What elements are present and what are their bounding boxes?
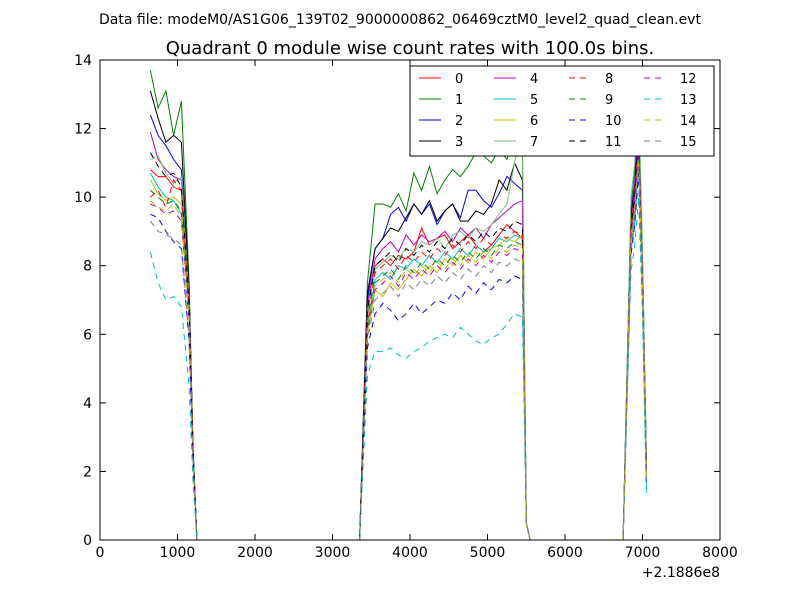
- legend-label-10: 10: [605, 114, 622, 129]
- legend-item-0: 0: [419, 72, 463, 87]
- legend-label-7: 7: [530, 135, 538, 150]
- x-tick-label: 0: [96, 545, 105, 561]
- legend-label-1: 1: [455, 93, 463, 108]
- x-tick-label: 3000: [315, 545, 351, 561]
- x-tick-label: 5000: [470, 545, 506, 561]
- x-tick-label: 4000: [392, 545, 428, 561]
- legend-label-8: 8: [605, 72, 613, 87]
- legend-item-8: 8: [569, 72, 613, 87]
- legend-label-13: 13: [680, 93, 697, 108]
- y-tick-label: 10: [74, 190, 92, 206]
- legend-item-14: 14: [644, 114, 697, 129]
- legend-item-6: 6: [494, 114, 538, 129]
- tick-layer: 0 1000 2000 3000 4000 5000 6000 7000 80000246810…: [74, 53, 738, 561]
- legend-label-3: 3: [455, 135, 463, 150]
- y-tick-label: 2: [83, 464, 92, 480]
- legend-item-2: 2: [419, 114, 463, 129]
- legend-item-11: 11: [569, 135, 622, 150]
- y-tick-label: 6: [83, 327, 92, 343]
- legend-label-14: 14: [680, 114, 697, 129]
- y-tick-label: 0: [83, 533, 92, 549]
- x-tick-label: 7000: [625, 545, 661, 561]
- chart-title: Quadrant 0 module wise count rates with …: [166, 38, 655, 59]
- y-tick-label: 14: [74, 53, 92, 69]
- x-offset-label: +2.1886e8: [642, 565, 720, 581]
- legend-label-12: 12: [680, 72, 697, 87]
- y-tick-label: 4: [83, 396, 92, 412]
- legend-label-9: 9: [605, 93, 613, 108]
- legend-item-15: 15: [644, 135, 697, 150]
- x-tick-label: 2000: [237, 545, 273, 561]
- legend-item-5: 5: [494, 93, 538, 108]
- figure-suptitle: Data file: modeM0/AS1G06_139T02_90000008…: [99, 12, 701, 28]
- legend-label-6: 6: [530, 114, 538, 129]
- legend-item-1: 1: [419, 93, 463, 108]
- legend-item-9: 9: [569, 93, 613, 108]
- legend-label-15: 15: [680, 135, 697, 150]
- legend-item-13: 13: [644, 93, 697, 108]
- legend-item-3: 3: [419, 135, 463, 150]
- legend-label-11: 11: [605, 135, 622, 150]
- y-tick-label: 8: [83, 259, 92, 275]
- legend-item-12: 12: [644, 72, 697, 87]
- y-tick-label: 12: [74, 122, 92, 138]
- x-tick-label: 8000: [702, 545, 738, 561]
- legend-label-2: 2: [455, 114, 463, 129]
- legend-label-5: 5: [530, 93, 538, 108]
- legend-item-4: 4: [494, 72, 538, 87]
- legend-label-4: 4: [530, 72, 538, 87]
- series-line-13: [149, 197, 647, 541]
- legend-item-7: 7: [494, 135, 538, 150]
- legend-item-10: 10: [569, 114, 622, 129]
- x-tick-label: 6000: [547, 545, 583, 561]
- x-tick-label: 1000: [160, 545, 196, 561]
- axes-frame: [99, 59, 721, 541]
- legend-label-0: 0: [455, 72, 463, 87]
- legend-frame: [409, 65, 715, 157]
